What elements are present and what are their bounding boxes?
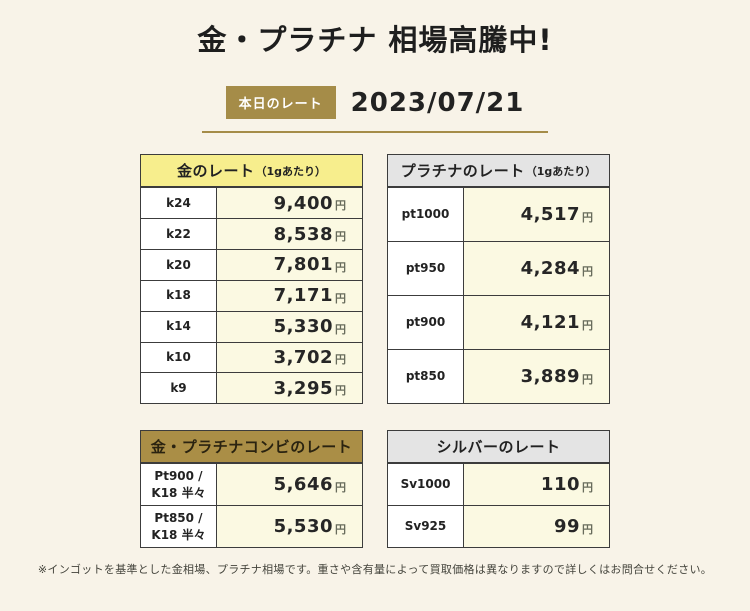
rate-amount: 4,517 (520, 204, 580, 226)
yen-unit: 円 (582, 480, 593, 494)
rate-value-cell: 4,121 円 (464, 296, 609, 350)
table-row: pt1000 4,517 円 (388, 187, 609, 242)
silver-rate-table-header: シルバーのレート (388, 431, 609, 464)
metal-grade-label: Pt900 /K18 半々 (141, 464, 217, 506)
rate-amount: 7,171 (273, 285, 333, 307)
gold-platinum-combo-rate-table-header: 金・プラチナコンビのレート (141, 431, 362, 464)
yen-unit: 円 (335, 322, 346, 336)
rate-value-cell: 5,530 円 (217, 506, 362, 548)
metal-grade-label: Pt850 /K18 半々 (141, 506, 217, 548)
table-row: k24 9,400 円 (141, 187, 362, 219)
table-row: Sv1000 110 円 (388, 463, 609, 506)
rate-value-cell: 3,889 円 (464, 350, 609, 404)
rate-value-cell: 3,295 円 (217, 373, 362, 404)
rate-amount: 4,284 (520, 258, 580, 280)
table-row: pt900 4,121 円 (388, 295, 609, 350)
silver-rate-header-title: シルバーのレート (436, 438, 561, 457)
page-title: 金・プラチナ 相場高騰中! (197, 23, 553, 57)
platinum-rate-table-header: プラチナのレート （1gあたり） (388, 155, 609, 188)
rate-amount: 8,538 (273, 223, 333, 245)
rate-amount: 5,530 (273, 516, 333, 538)
date-row: 本日のレート 2023/07/21 (0, 86, 750, 120)
rate-amount: 5,330 (273, 316, 333, 338)
table-row: k20 7,801 円 (141, 248, 362, 280)
rate-value-cell: 4,284 円 (464, 242, 609, 296)
yen-unit: 円 (335, 480, 346, 494)
rate-value-cell: 110 円 (464, 464, 609, 506)
table-row: k18 7,171 円 (141, 279, 362, 311)
table-row: k22 8,538 円 (141, 218, 362, 249)
metal-grade-label: k20 (141, 249, 217, 280)
rate-tables-grid: 金のレート （1gあたり） k24 9,400 円 k22 8,538 円 k20 7,801 円 k… (140, 154, 610, 549)
platinum-rate-header-title: プラチナのレート (400, 162, 525, 181)
rate-date: 2023/07/21 (350, 87, 525, 118)
rate-amount: 7,801 (273, 254, 333, 276)
rate-amount: 4,121 (520, 312, 580, 334)
table-row: k14 5,330 円 (141, 310, 362, 342)
yen-unit: 円 (582, 264, 593, 278)
metal-grade-label: pt1000 (388, 188, 464, 242)
gold-rate-table: 金のレート （1gあたり） k24 9,400 円 k22 8,538 円 k20 7,801 円 k… (140, 154, 363, 405)
rate-amount: 3,889 (520, 366, 580, 388)
rate-value-cell: 7,171 円 (217, 280, 362, 311)
metal-grade-label: k10 (141, 342, 217, 373)
yen-unit: 円 (335, 230, 346, 244)
platinum-rate-table: プラチナのレート （1gあたり） pt1000 4,517 円 pt950 4,284 円 pt… (387, 154, 610, 405)
yen-unit: 円 (335, 199, 346, 213)
rate-amount: 9,400 (273, 192, 333, 214)
rate-value-cell: 5,646 円 (217, 464, 362, 506)
rate-value-cell: 9,400 円 (217, 188, 362, 219)
yen-unit: 円 (335, 291, 346, 305)
table-row: pt850 3,889 円 (388, 349, 609, 404)
rate-amount: 99 (553, 516, 580, 538)
metal-grade-label: k22 (141, 219, 217, 249)
metal-grade-label: k9 (141, 373, 217, 404)
rate-value-cell: 7,801 円 (217, 249, 362, 280)
rate-value-cell: 8,538 円 (217, 219, 362, 249)
metal-grade-label: pt950 (388, 242, 464, 296)
yen-unit: 円 (582, 372, 593, 386)
yen-unit: 円 (335, 260, 346, 274)
rate-value-cell: 99 円 (464, 506, 609, 548)
metal-grade-label: k14 (141, 311, 217, 342)
metal-grade-label: k24 (141, 188, 217, 219)
rate-amount: 3,295 (273, 377, 333, 399)
gold-platinum-combo-rate-header-title: 金・プラチナコンビのレート (150, 438, 353, 457)
platinum-rate-header-note: （1gあたり） (525, 164, 597, 178)
yen-unit: 円 (582, 210, 593, 224)
gold-rate-header-note: （1gあたり） (255, 164, 327, 178)
table-row: k9 3,295 円 (141, 372, 362, 404)
rate-amount: 5,646 (273, 474, 333, 496)
metal-grade-label: Sv1000 (388, 464, 464, 506)
today-rate-badge: 本日のレート (225, 86, 336, 120)
table-row: pt950 4,284 円 (388, 241, 609, 296)
gold-rate-table-header: 金のレート （1gあたり） (141, 155, 362, 188)
rate-value-cell: 5,330 円 (217, 311, 362, 342)
table-row: Sv925 99 円 (388, 505, 609, 548)
yen-unit: 円 (582, 318, 593, 332)
table-row: Pt850 /K18 半々 5,530 円 (141, 505, 362, 548)
yen-unit: 円 (335, 522, 346, 536)
rate-amount: 3,702 (273, 346, 333, 368)
silver-rate-table: シルバーのレート Sv1000 110 円 Sv925 99 円 (387, 430, 610, 549)
yen-unit: 円 (582, 522, 593, 536)
metal-grade-label: pt900 (388, 296, 464, 350)
yen-unit: 円 (335, 353, 346, 367)
rate-value-cell: 3,702 円 (217, 342, 362, 373)
yen-unit: 円 (335, 384, 346, 398)
metal-grade-label: Sv925 (388, 506, 464, 548)
metal-grade-label: pt850 (388, 350, 464, 404)
gold-platinum-combo-rate-table: 金・プラチナコンビのレート Pt900 /K18 半々 5,646 円 Pt850 /K… (140, 430, 363, 549)
gold-rate-header-title: 金のレート (176, 162, 255, 181)
table-row: Pt900 /K18 半々 5,646 円 (141, 463, 362, 506)
rate-value-cell: 4,517 円 (464, 188, 609, 242)
rate-amount: 110 (540, 474, 580, 496)
disclaimer-note: ※インゴットを基準とした金相場、プラチナ相場です。重さや含有量によって買取価格は… (37, 563, 713, 577)
table-row: k10 3,702 円 (141, 341, 362, 373)
metal-grade-label: k18 (141, 280, 217, 311)
gold-divider (202, 131, 548, 134)
